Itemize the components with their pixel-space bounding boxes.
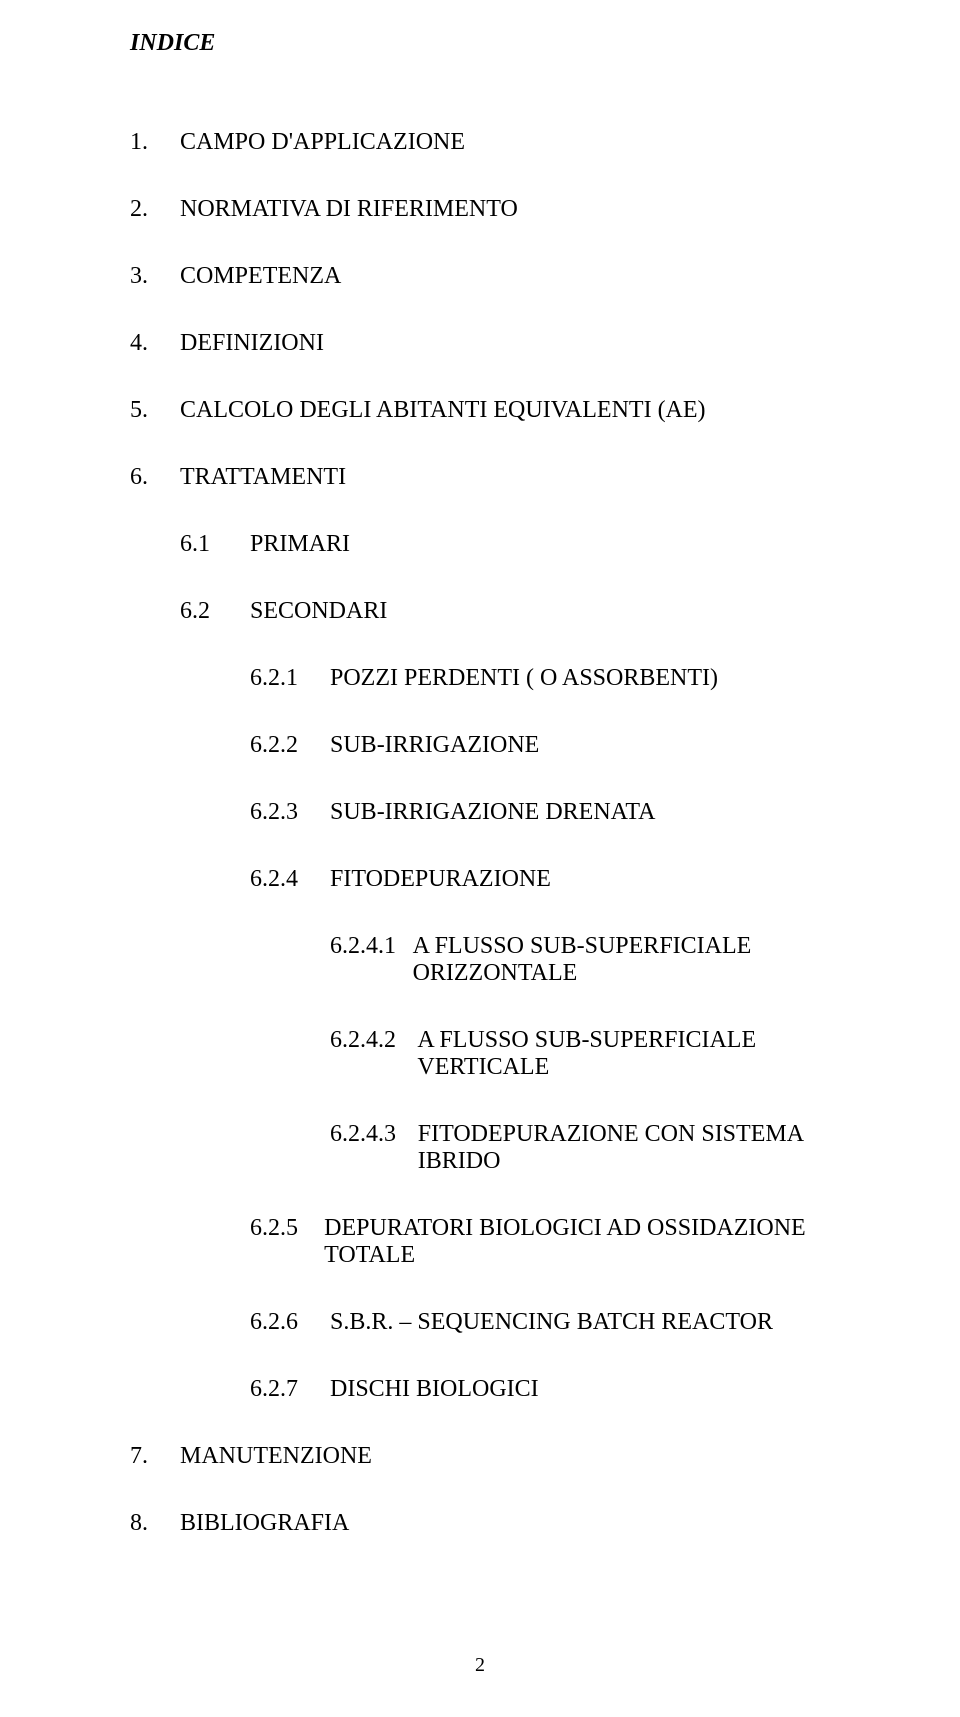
toc-number: 6.2.4.3 — [330, 1121, 418, 1175]
toc-item: 6.2.3 SUB-IRRIGAZIONE DRENATA — [250, 799, 860, 826]
toc-item: 8. BIBLIOGRAFIA — [130, 1510, 860, 1537]
toc-text: DEPURATORI BIOLOGICI AD OSSIDAZIONE TOTA… — [324, 1215, 860, 1269]
toc-text: SUB-IRRIGAZIONE DRENATA — [330, 799, 655, 826]
toc-number: 5. — [130, 397, 180, 424]
toc-text: CALCOLO DEGLI ABITANTI EQUIVALENTI (AE) — [180, 397, 706, 424]
toc-item: 6.2.4.3 FITODEPURAZIONE CON SISTEMA IBRI… — [330, 1121, 860, 1175]
toc-text: DEFINIZIONI — [180, 330, 324, 357]
toc-number: 6.2.6 — [250, 1309, 330, 1336]
toc-number: 6.1 — [180, 531, 250, 558]
toc-item: 3. COMPETENZA — [130, 263, 860, 290]
toc-text: A FLUSSO SUB-SUPERFICIALE VERTICALE — [417, 1027, 860, 1081]
toc-item: 6.2.2 SUB-IRRIGAZIONE — [250, 732, 860, 759]
toc-text: SUB-IRRIGAZIONE — [330, 732, 539, 759]
toc-number: 6.2 — [180, 598, 250, 625]
toc-item: 6.2.4.2 A FLUSSO SUB-SUPERFICIALE VERTIC… — [330, 1027, 860, 1081]
toc-item: 5. CALCOLO DEGLI ABITANTI EQUIVALENTI (A… — [130, 397, 860, 424]
toc-item: 4. DEFINIZIONI — [130, 330, 860, 357]
toc-text: CAMPO D'APPLICAZIONE — [180, 129, 465, 156]
toc-item: 6.2 SECONDARI — [180, 598, 860, 625]
toc-number: 6.2.3 — [250, 799, 330, 826]
toc-text: TRATTAMENTI — [180, 464, 346, 491]
toc-text: FITODEPURAZIONE — [330, 866, 551, 893]
toc-text: COMPETENZA — [180, 263, 341, 290]
toc-text: NORMATIVA DI RIFERIMENTO — [180, 196, 518, 223]
toc-number: 6.2.7 — [250, 1376, 330, 1403]
toc-number: 6. — [130, 464, 180, 491]
toc-number: 1. — [130, 129, 180, 156]
toc-item: 6.2.5 DEPURATORI BIOLOGICI AD OSSIDAZION… — [250, 1215, 860, 1269]
toc-text: DISCHI BIOLOGICI — [330, 1376, 539, 1403]
toc-item: 7. MANUTENZIONE — [130, 1443, 860, 1470]
toc-text: FITODEPURAZIONE CON SISTEMA IBRIDO — [418, 1121, 860, 1175]
toc-number: 7. — [130, 1443, 180, 1470]
toc-number: 6.2.5 — [250, 1215, 324, 1269]
toc-item: 6.2.1 POZZI PERDENTI ( O ASSORBENTI) — [250, 665, 860, 692]
toc-number: 6.2.2 — [250, 732, 330, 759]
toc-item: 2. NORMATIVA DI RIFERIMENTO — [130, 196, 860, 223]
toc-number: 6.2.4 — [250, 866, 330, 893]
toc-number: 6.2.4.1 — [330, 933, 413, 987]
toc-text: SECONDARI — [250, 598, 387, 625]
toc-number: 6.2.4.2 — [330, 1027, 417, 1081]
toc-number: 8. — [130, 1510, 180, 1537]
page-number: 2 — [475, 1654, 485, 1677]
toc-text: PRIMARI — [250, 531, 350, 558]
toc-number: 2. — [130, 196, 180, 223]
toc-text: MANUTENZIONE — [180, 1443, 372, 1470]
toc-text: S.B.R. – SEQUENCING BATCH REACTOR — [330, 1309, 773, 1336]
toc-text: BIBLIOGRAFIA — [180, 1510, 349, 1537]
toc-item: 6.2.4 FITODEPURAZIONE — [250, 866, 860, 893]
toc-text: POZZI PERDENTI ( O ASSORBENTI) — [330, 665, 718, 692]
toc-item: 6.1 PRIMARI — [180, 531, 860, 558]
toc-number: 4. — [130, 330, 180, 357]
document-title: INDICE — [130, 30, 860, 57]
toc-item: 6.2.4.1 A FLUSSO SUB-SUPERFICIALE ORIZZO… — [330, 933, 860, 987]
toc-item: 1. CAMPO D'APPLICAZIONE — [130, 129, 860, 156]
toc-number: 3. — [130, 263, 180, 290]
toc-item: 6.2.6 S.B.R. – SEQUENCING BATCH REACTOR — [250, 1309, 860, 1336]
toc-item: 6.2.7 DISCHI BIOLOGICI — [250, 1376, 860, 1403]
toc-number: 6.2.1 — [250, 665, 330, 692]
toc-text: A FLUSSO SUB-SUPERFICIALE ORIZZONTALE — [413, 933, 860, 987]
toc-item: 6. TRATTAMENTI — [130, 464, 860, 491]
